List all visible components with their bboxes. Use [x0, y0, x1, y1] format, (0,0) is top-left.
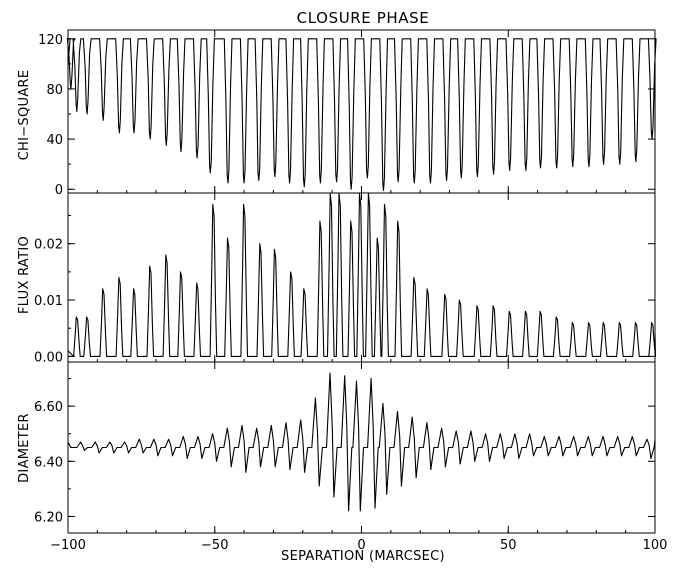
y-axis-title-chi-square: CHI−SQUARE: [17, 70, 32, 161]
plot-layer: 0 40 80 120 0.00 0.01 0.02 6.20 6.40 6.60 −100 −50 0…: [34, 29, 668, 553]
series-line-flux-ratio: [67, 192, 657, 357]
y-tick-label-chi-square: 40: [46, 133, 63, 148]
chart-title: CLOSURE PHASE: [297, 9, 430, 27]
y-tick-label-diameter: 6.20: [34, 510, 63, 525]
y-tick-label-chi-square: 80: [46, 83, 63, 98]
panel-diameter: 6.20 6.40 6.60: [34, 361, 656, 534]
y-tick-label-diameter: 6.40: [34, 455, 63, 470]
x-tick-label: −50: [201, 538, 228, 553]
panel-chi-square: 0 40 80 120: [38, 29, 657, 198]
panel-frame-chi-square: [67, 29, 656, 194]
y-tick-label-chi-square: 0: [55, 183, 63, 198]
x-tick-label: 100: [643, 538, 668, 553]
y-tick-label-flux-ratio: 0.00: [34, 350, 63, 365]
x-tick-label: 50: [500, 538, 517, 553]
x-tick-label: −100: [50, 538, 86, 553]
x-axis-title: SEPARATION (MARCSEC): [281, 549, 445, 564]
x-tick-label: 0: [357, 538, 365, 553]
y-axis-title-diameter: DIAMETER: [17, 413, 32, 483]
series-line-chi-square: [66, 38, 657, 192]
y-tick-label-flux-ratio: 0.01: [34, 294, 63, 309]
series-line-diameter: [67, 372, 656, 512]
y-axis-title-flux-ratio: FLUX RATIO: [17, 236, 32, 314]
panel-flux-ratio: 0.00 0.01 0.02: [34, 192, 657, 365]
y-tick-label-flux-ratio: 0.02: [34, 238, 63, 253]
y-tick-label-diameter: 6.60: [34, 400, 63, 415]
y-tick-label-chi-square: 120: [38, 33, 63, 48]
